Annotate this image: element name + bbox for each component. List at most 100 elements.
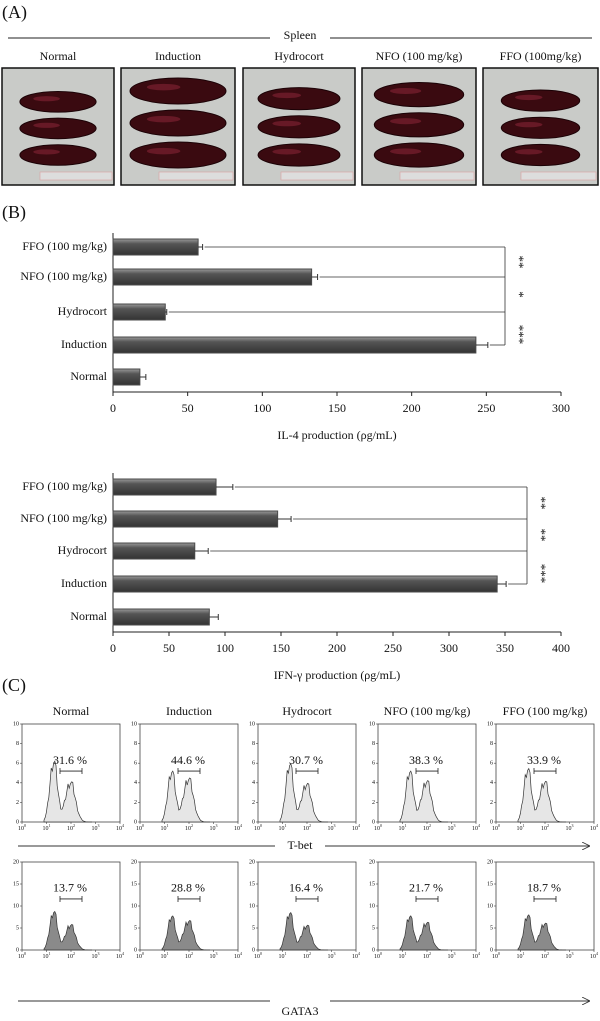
tick-exponent: 4 <box>122 823 124 828</box>
ruler <box>399 171 475 181</box>
y-tick-label: 5 <box>16 925 19 931</box>
x-tick-label: 102 <box>67 951 75 960</box>
bar <box>112 238 199 256</box>
tick-base: 10 <box>374 826 380 832</box>
tick-base: 10 <box>92 954 98 960</box>
y-tick-label: 6 <box>252 761 255 767</box>
tick-base: 10 <box>67 954 73 960</box>
axis-label: GATA3 <box>281 1004 318 1018</box>
gate-percent: 31.6 % <box>53 753 87 767</box>
tick-exponent: 0 <box>498 951 500 956</box>
panel-label: (C) <box>2 675 26 696</box>
tick-base: 10 <box>590 826 596 832</box>
spleen <box>500 143 581 167</box>
label-bg <box>275 838 325 854</box>
x-tick-label: 102 <box>541 951 549 960</box>
tick-base: 10 <box>43 826 49 832</box>
gate-percent: 38.3 % <box>409 753 443 767</box>
ruler <box>280 171 354 181</box>
spleen <box>257 143 341 167</box>
x-tick-label: 103 <box>328 951 336 960</box>
x-tick-label: 103 <box>448 951 456 960</box>
bar <box>112 336 477 354</box>
tick-base: 10 <box>517 826 523 832</box>
tick-base: 10 <box>566 954 572 960</box>
tick-exponent: 1 <box>49 951 51 956</box>
tick-exponent: 1 <box>167 823 169 828</box>
sample-label: Induction <box>155 49 201 63</box>
y-tick-label: 10 <box>131 721 137 727</box>
panel-label: (B) <box>2 202 26 223</box>
y-tick-label: NFO (100 mg/kg) <box>20 269 107 283</box>
tick-base: 10 <box>352 826 358 832</box>
bar <box>112 268 313 286</box>
x-tick-label: 150 <box>328 401 346 415</box>
tick-exponent: 3 <box>454 823 456 828</box>
y-tick-label: 2 <box>490 800 493 806</box>
tick-exponent: 0 <box>498 823 500 828</box>
y-tick-label: 2 <box>252 800 255 806</box>
x-tick-label: 104 <box>116 823 124 832</box>
x-tick-label: 101 <box>517 951 525 960</box>
tick-exponent: 1 <box>167 951 169 956</box>
gate-percent: 21.7 % <box>409 881 443 895</box>
bar <box>112 510 279 528</box>
x-tick-label: 101 <box>399 951 407 960</box>
x-tick-label: 100 <box>374 823 382 832</box>
spleen-highlight <box>515 94 543 101</box>
y-tick-label: Normal <box>70 609 107 623</box>
x-tick-label: 101 <box>43 951 51 960</box>
tick-exponent: 3 <box>216 823 218 828</box>
sample-label: FFO (100mg/kg) <box>500 49 582 63</box>
tick-exponent: 3 <box>454 951 456 956</box>
y-tick-label: 0 <box>372 819 375 825</box>
y-tick-label: 4 <box>372 780 375 786</box>
x-tick-label: 200 <box>403 401 421 415</box>
y-tick-label: 15 <box>487 881 493 887</box>
y-tick-label: 10 <box>131 903 137 909</box>
x-tick-label: 102 <box>185 951 193 960</box>
spleen-highlight <box>33 149 60 155</box>
y-tick-label: 0 <box>16 819 19 825</box>
y-tick-label: 10 <box>13 903 19 909</box>
spleen <box>257 115 341 139</box>
gate-percent: 13.7 % <box>53 881 87 895</box>
y-tick-label: 2 <box>134 800 137 806</box>
tick-base: 10 <box>254 954 260 960</box>
tick-base: 10 <box>116 954 122 960</box>
tick-base: 10 <box>234 826 240 832</box>
y-tick-label: Normal <box>70 369 107 383</box>
bar <box>112 368 141 386</box>
y-tick-label: 8 <box>134 741 137 747</box>
sample-label: Hydrocort <box>274 49 324 63</box>
y-tick-label: FFO (100 mg/kg) <box>22 479 107 493</box>
y-tick-label: 10 <box>487 721 493 727</box>
x-tick-label: 100 <box>216 641 234 655</box>
bar <box>112 608 210 626</box>
tick-exponent: 0 <box>24 823 26 828</box>
tick-exponent: 4 <box>122 951 124 956</box>
tick-base: 10 <box>67 826 73 832</box>
y-tick-label: 2 <box>372 800 375 806</box>
tick-exponent: 1 <box>523 823 525 828</box>
x-tick-label: 200 <box>328 641 346 655</box>
y-tick-label: 6 <box>16 761 19 767</box>
tick-exponent: 2 <box>73 951 75 956</box>
tick-base: 10 <box>541 826 547 832</box>
x-axis-label: IFN-γ production (ρg/mL) <box>274 668 401 682</box>
y-tick-label: 0 <box>134 947 137 953</box>
y-tick-label: 10 <box>369 721 375 727</box>
tick-exponent: 4 <box>240 823 242 828</box>
tick-exponent: 2 <box>309 951 311 956</box>
tick-base: 10 <box>161 826 167 832</box>
x-tick-label: 103 <box>210 823 218 832</box>
bar <box>112 303 166 321</box>
tick-exponent: 2 <box>309 823 311 828</box>
tick-exponent: 0 <box>260 823 262 828</box>
x-tick-label: 104 <box>234 823 242 832</box>
x-tick-label: 100 <box>254 951 262 960</box>
spleen-highlight <box>272 92 302 99</box>
tick-exponent: 3 <box>572 951 574 956</box>
x-tick-label: 101 <box>43 823 51 832</box>
x-tick-label: 103 <box>566 823 574 832</box>
